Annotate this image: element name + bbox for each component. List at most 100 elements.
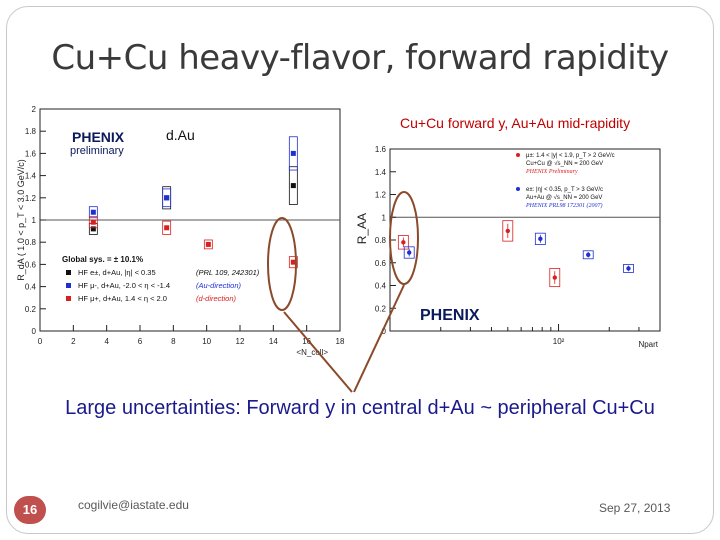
left-xtick-label: 8 (171, 337, 176, 346)
right-chart: 0 0.2 0.4 0.6 0.8 1 1.2 1.4 1.6 10² Npart R_AA PHENI… (355, 145, 661, 349)
left-xtick-label: 14 (269, 337, 278, 346)
left-data-point (164, 195, 170, 201)
slide-number-badge: 16 (14, 496, 46, 524)
right-ytick-label: 1.6 (375, 145, 387, 154)
slide-caption: Large uncertainties: Forward y in centra… (65, 397, 655, 419)
left-xtick-label: 12 (236, 337, 245, 346)
right-data-point (505, 228, 510, 234)
right-error-box (623, 264, 634, 273)
left-error-box (162, 188, 172, 208)
left-phenix-logo: PHENIX (72, 129, 125, 145)
left-ytick-label: 0.8 (25, 238, 37, 247)
left-legend-ref: (Au-direction) (196, 281, 242, 290)
right-error-box (534, 232, 546, 245)
right-data-point (401, 240, 406, 245)
right-ytick-label: 0.2 (375, 304, 387, 313)
left-chart: 0 0.2 0.4 0.6 0.8 1 1.2 1.4 1.6 1.8 2 0 2 4 6 8 10 12 14 16… (16, 105, 345, 357)
left-legend-header: Global sys. = ± 10.1% (62, 255, 143, 264)
highlight-ellipse-dau (267, 217, 297, 311)
right-error-box (403, 246, 415, 259)
left-ytick-label: 0 (32, 327, 37, 336)
right-legend-line2: Au+Au @ √s_NN = 200 GeV (526, 194, 602, 201)
left-xlabel: <N_coll> (296, 348, 328, 357)
left-legend-text: HF e±, d+Au, |η| < 0.35 (78, 268, 156, 277)
left-error-box (203, 239, 213, 250)
right-ytick-label: 1.4 (375, 168, 387, 177)
right-legend-note: PHENIX PRL98 172301 (2007) (525, 202, 603, 209)
pointer-arrow-right (353, 284, 405, 393)
left-data-point (290, 150, 296, 156)
left-data-point (205, 241, 211, 247)
right-ytick-label: 1 (382, 213, 387, 222)
right-legend-note: PHENIX Preliminary (525, 169, 578, 175)
right-ytick-label: 0.6 (375, 259, 387, 268)
right-data-point (538, 236, 543, 242)
left-data-point (90, 219, 96, 225)
left-error-box (88, 216, 98, 229)
left-ytick-label: 0.2 (25, 305, 37, 314)
left-legend-marker (66, 283, 71, 288)
left-error-box (88, 206, 98, 219)
right-ylabel: R_AA (355, 213, 369, 244)
left-chart-marks (88, 136, 298, 269)
slide-frame (6, 6, 714, 534)
right-data-point (626, 266, 631, 271)
right-legend-line2: Cu+Cu @ √s_NN = 200 GeV (526, 160, 603, 167)
left-ytick-label: 1.4 (25, 172, 37, 181)
right-ytick-label: 0.8 (375, 236, 387, 245)
left-ytick-label: 1.8 (25, 127, 37, 136)
left-data-point (164, 225, 170, 231)
left-error-box (288, 166, 298, 205)
right-legend-line1: e±: |η| < 0.35, p_T > 3 GeV/c (526, 187, 603, 193)
right-data-point (586, 252, 591, 257)
highlight-ellipse-cucu (389, 191, 419, 285)
right-xtick-label: 10² (553, 337, 565, 346)
left-xtick-label: 18 (336, 337, 345, 346)
left-xtick-label: 16 (302, 337, 311, 346)
left-legend-marker (66, 270, 71, 275)
right-error-box (502, 220, 514, 242)
left-data-point (290, 259, 296, 265)
left-logo-preliminary: preliminary (70, 145, 124, 157)
left-error-box (288, 136, 298, 171)
right-chart-axes: 0 0.2 0.4 0.6 0.8 1 1.2 1.4 1.6 10² Npart R_AA PHENI… (355, 145, 661, 349)
left-chart-legend: Global sys. = ± 10.1% HF e±, d+Au, |η| < … (62, 255, 260, 303)
left-data-point (90, 226, 96, 232)
left-xtick-label: 10 (202, 337, 211, 346)
left-error-box (162, 220, 172, 235)
right-legend-marker (516, 187, 520, 191)
left-legend-text: HF μ+, d+Au, 1.4 < η < 2.0 (78, 294, 167, 303)
left-ytick-label: 1.6 (25, 149, 37, 158)
left-xtick-label: 2 (71, 337, 76, 346)
right-error-box (549, 268, 561, 288)
left-xtick-label: 4 (104, 337, 109, 346)
right-error-box (582, 250, 594, 260)
footer-date: Sep 27, 2013 (599, 501, 671, 515)
right-ytick-label: 0 (382, 327, 387, 336)
left-xtick-label: 0 (38, 337, 43, 346)
pointer-arrow-left (283, 311, 353, 393)
left-data-point (290, 183, 296, 189)
left-data-point (90, 209, 96, 215)
right-ytick-label: 0.4 (375, 282, 387, 291)
left-error-box (288, 256, 298, 269)
right-legend-marker (516, 153, 520, 157)
right-chart-title: Cu+Cu forward y, Au+Au mid-rapidity (400, 115, 631, 131)
left-ytick-label: 1.2 (25, 194, 37, 203)
left-xtick-label: 6 (138, 337, 143, 346)
left-dau-label: d.Au (166, 127, 195, 143)
right-ytick-label: 1.2 (375, 191, 387, 200)
right-data-point (552, 275, 557, 280)
right-chart-legend: μ±: 1.4 < |y| < 1.9, p_T > 2 GeV/cCu+Cu … (516, 153, 615, 209)
left-legend-marker (66, 296, 71, 301)
left-legend-text: HF μ-, d+Au, -2.0 < η < -1.4 (78, 281, 170, 290)
left-chart-axes: 0 0.2 0.4 0.6 0.8 1 1.2 1.4 1.6 1.8 2 0 2 4 6 8 10 12 14 16… (16, 105, 345, 357)
left-legend-ref: (d-direction) (196, 294, 237, 303)
left-ytick-label: 2 (32, 105, 37, 114)
right-error-box (397, 235, 409, 250)
left-ylabel: R_dA ( 1.0 < p_T < 3.0 GeV/c) (16, 159, 26, 280)
left-legend-ref: (PRL 109, 242301) (196, 268, 260, 277)
left-ytick-label: 0.6 (25, 260, 37, 269)
right-legend-line1: μ±: 1.4 < |y| < 1.9, p_T > 2 GeV/c (526, 153, 615, 159)
